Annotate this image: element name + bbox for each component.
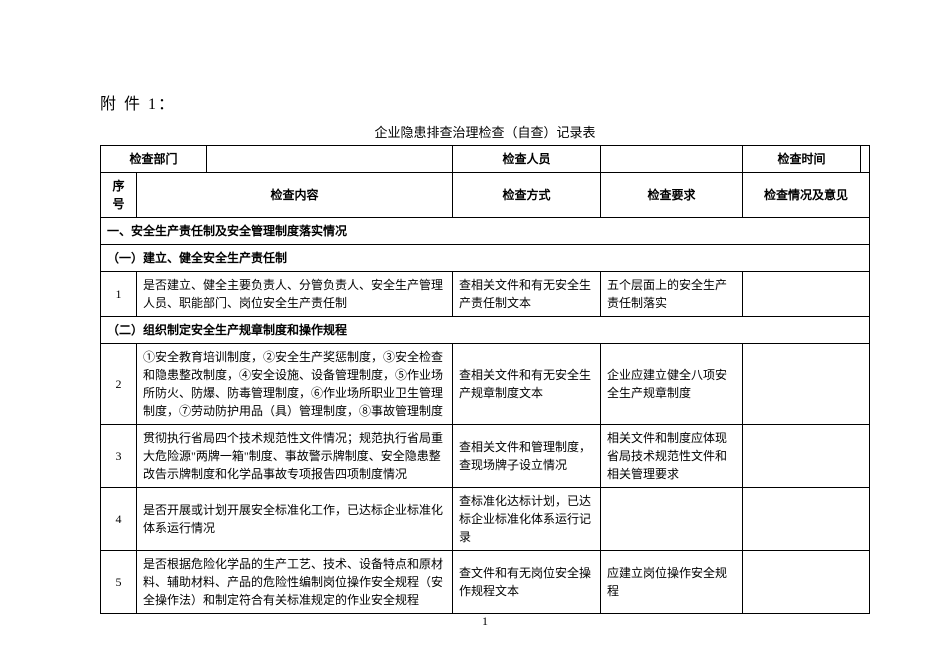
requirement-cell: 应建立岗位操作安全规程 xyxy=(601,551,743,614)
col-requirement: 检查要求 xyxy=(601,173,743,218)
seq-cell: 2 xyxy=(101,344,137,425)
table-row: 5 是否根据危险化学品的生产工艺、技术、设备特点和原材料、辅助材料、产品的危险性… xyxy=(101,551,870,614)
table-row: 3 贯彻执行省局四个技术规范性文件情况；规范执行省局重大危险源"两牌一箱"制度、… xyxy=(101,425,870,488)
col-content: 检查内容 xyxy=(137,173,453,218)
method-cell: 查相关文件和有无安全生产责任制文本 xyxy=(453,272,601,317)
dept-value xyxy=(207,146,453,173)
opinion-cell xyxy=(743,425,870,488)
time-value xyxy=(861,146,870,173)
requirement-cell xyxy=(601,488,743,551)
requirement-cell: 五个层面上的安全生产责任制落实 xyxy=(601,272,743,317)
seq-cell: 5 xyxy=(101,551,137,614)
col-opinion: 检查情况及意见 xyxy=(743,173,870,218)
time-label: 检查时间 xyxy=(743,146,861,173)
column-header-row: 序号 检查内容 检查方式 检查要求 检查情况及意见 xyxy=(101,173,870,218)
section-row: 一、安全生产责任制及安全管理制度落实情况 xyxy=(101,218,870,245)
sub1-title: （一）建立、健全安全生产责任制 xyxy=(101,245,870,272)
seq-cell: 3 xyxy=(101,425,137,488)
seq-cell: 4 xyxy=(101,488,137,551)
seq-cell: 1 xyxy=(101,272,137,317)
person-value xyxy=(601,146,743,173)
method-cell: 查相关文件和管理制度，查现场牌子设立情况 xyxy=(453,425,601,488)
attachment-label: 附 件 1： xyxy=(100,90,870,114)
table-title: 企业隐患排查治理检查（自查）记录表 xyxy=(100,122,870,141)
content-cell: ①安全教育培训制度，②安全生产奖惩制度，③安全检查和隐患整改制度，④安全设施、设… xyxy=(137,344,453,425)
method-cell: 查相关文件和有无安全生产规章制度文本 xyxy=(453,344,601,425)
method-cell: 查文件和有无岗位安全操作规程文本 xyxy=(453,551,601,614)
opinion-cell xyxy=(743,488,870,551)
section1-title: 一、安全生产责任制及安全管理制度落实情况 xyxy=(101,218,870,245)
col-method: 检查方式 xyxy=(453,173,601,218)
person-label: 检查人员 xyxy=(453,146,601,173)
opinion-cell xyxy=(743,551,870,614)
table-row: 2 ①安全教育培训制度，②安全生产奖惩制度，③安全检查和隐患整改制度，④安全设施… xyxy=(101,344,870,425)
info-row: 检查部门 检查人员 检查时间 xyxy=(101,146,870,173)
col-seq: 序号 xyxy=(101,173,137,218)
subsection-row: （一）建立、健全安全生产责任制 xyxy=(101,245,870,272)
opinion-cell xyxy=(743,344,870,425)
page-number: 1 xyxy=(100,614,870,629)
opinion-cell xyxy=(743,272,870,317)
dept-label: 检查部门 xyxy=(101,146,207,173)
requirement-cell: 相关文件和制度应体现省局技术规范性文件和相关管理要求 xyxy=(601,425,743,488)
content-cell: 贯彻执行省局四个技术规范性文件情况；规范执行省局重大危险源"两牌一箱"制度、事故… xyxy=(137,425,453,488)
content-cell: 是否根据危险化学品的生产工艺、技术、设备特点和原材料、辅助材料、产品的危险性编制… xyxy=(137,551,453,614)
table-row: 4 是否开展或计划开展安全标准化工作，已达标企业标准化体系运行情况 查标准化达标… xyxy=(101,488,870,551)
content-cell: 是否开展或计划开展安全标准化工作，已达标企业标准化体系运行情况 xyxy=(137,488,453,551)
method-cell: 查标准化达标计划，已达标企业标准化体系运行记录 xyxy=(453,488,601,551)
subsection-row: （二）组织制定安全生产规章制度和操作规程 xyxy=(101,317,870,344)
table-row: 1 是否建立、健全主要负责人、分管负责人、安全生产管理人员、职能部门、岗位安全生… xyxy=(101,272,870,317)
content-cell: 是否建立、健全主要负责人、分管负责人、安全生产管理人员、职能部门、岗位安全生产责… xyxy=(137,272,453,317)
inspection-table: 检查部门 检查人员 检查时间 序号 检查内容 检查方式 检查要求 检查情况及意见… xyxy=(100,145,870,614)
sub2-title: （二）组织制定安全生产规章制度和操作规程 xyxy=(101,317,870,344)
requirement-cell: 企业应建立健全八项安全生产规章制度 xyxy=(601,344,743,425)
